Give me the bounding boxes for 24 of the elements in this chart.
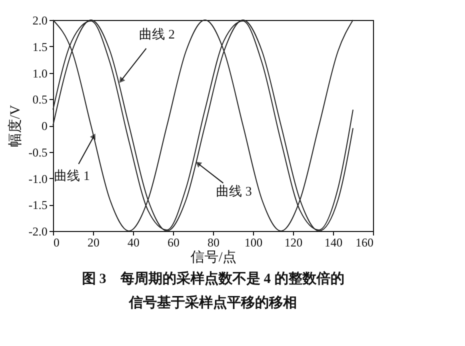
y-tick-label: 2.0 xyxy=(32,14,48,28)
annotation: 曲线 2 xyxy=(139,26,175,42)
x-tick-label: 20 xyxy=(88,236,100,250)
y-tick-label: 0 xyxy=(42,119,48,133)
y-tick-label: -1.5 xyxy=(28,198,48,212)
text: 图 3 每周期的采样点数不是 4 的整数倍的信号基于采样点平移的移相 xyxy=(82,270,344,311)
annotation: 曲线 1 xyxy=(54,168,90,184)
x-tick-label: 80 xyxy=(208,236,220,250)
y-tick-label: 0.5 xyxy=(32,92,48,107)
y-axis-title: 幅度/V xyxy=(8,105,24,147)
x-tick-label: 0 xyxy=(54,236,60,250)
y-tick-label: 1.0 xyxy=(32,66,48,80)
x-axis-title: 信号/点 xyxy=(190,250,236,266)
annotation: 曲线 3 xyxy=(216,183,252,198)
x-tick-label: 160 xyxy=(356,236,374,250)
y-tick-label: -2.0 xyxy=(28,224,48,238)
y-tick-label: 1.5 xyxy=(32,40,48,54)
y-tick-label: -0.5 xyxy=(28,145,48,160)
x-tick-label: 60 xyxy=(168,236,180,250)
x-tick-label: 140 xyxy=(324,236,342,250)
x-tick-label: 100 xyxy=(244,236,262,250)
x-tick-label: 120 xyxy=(284,236,302,250)
x-tick-label: 40 xyxy=(128,236,140,250)
y-tick-label: -1.0 xyxy=(28,172,48,186)
